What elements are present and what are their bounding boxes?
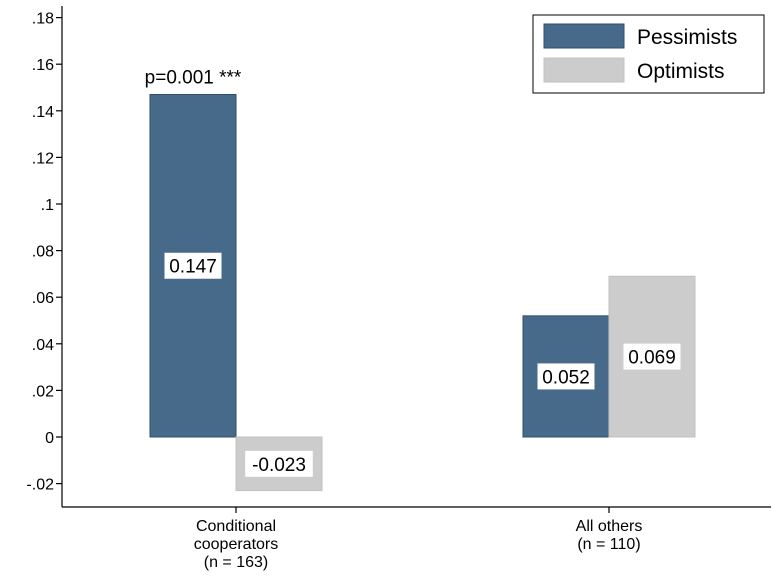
y-tick-label: .02 bbox=[32, 383, 54, 400]
y-tick-label: .1 bbox=[41, 197, 54, 214]
y-tick-label: .06 bbox=[32, 290, 54, 307]
data-label-bg bbox=[537, 363, 595, 390]
legend-label: Optimists bbox=[637, 60, 725, 83]
annotations: p=0.001 *** bbox=[145, 67, 242, 88]
y-tick-label: .16 bbox=[32, 57, 54, 74]
data-label: 0.052 bbox=[542, 367, 590, 388]
y-tick-label: .18 bbox=[32, 11, 54, 28]
y-tick-label: .04 bbox=[32, 337, 54, 354]
y-tick-label: 0 bbox=[45, 430, 54, 447]
legend-swatch bbox=[543, 57, 625, 83]
data-label: -0.023 bbox=[252, 455, 306, 476]
x-category-label: (n = 163) bbox=[204, 554, 268, 571]
x-category-label: cooperators bbox=[194, 536, 279, 553]
legend-label: Pessimists bbox=[637, 26, 737, 49]
bars bbox=[149, 93, 696, 492]
y-tick-label: .12 bbox=[32, 150, 54, 167]
legend: Pessimists Optimists bbox=[532, 14, 765, 94]
x-category-label: Conditional bbox=[196, 518, 276, 535]
y-tick-label: .08 bbox=[32, 244, 54, 261]
data-label: 0.147 bbox=[169, 257, 217, 278]
y-axis: .18 .16 .14 .12 .1 .08 .06 .04 .02 0 -.02 bbox=[26, 6, 63, 507]
data-label-bg bbox=[164, 252, 222, 279]
data-labels: 0.147 0.052 -0.023 0.069 bbox=[164, 252, 681, 477]
legend-swatch bbox=[543, 23, 625, 49]
data-label-bg bbox=[245, 450, 313, 477]
y-tick-label: -.02 bbox=[26, 477, 54, 494]
data-label-bg bbox=[623, 343, 681, 370]
y-tick-label: .14 bbox=[32, 104, 54, 121]
x-category-label: All others bbox=[576, 518, 643, 535]
significance-annotation: p=0.001 *** bbox=[145, 67, 242, 88]
data-label: 0.069 bbox=[628, 348, 676, 369]
x-category-label: (n = 110) bbox=[577, 536, 640, 553]
